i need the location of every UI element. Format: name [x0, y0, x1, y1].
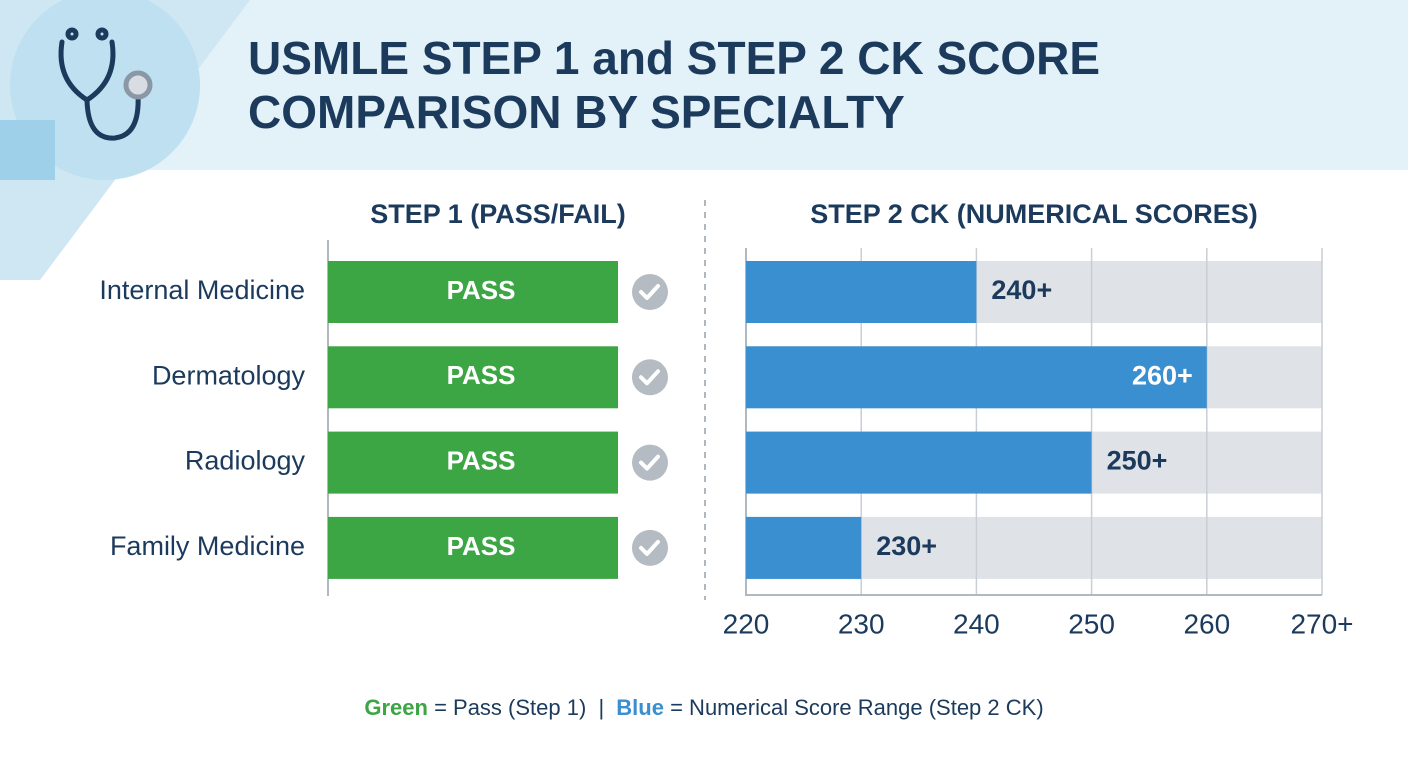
pass-bar — [328, 516, 618, 579]
legend-name: Green — [364, 695, 428, 720]
x-tick-label: 260 — [1183, 608, 1230, 639]
pass-label: PASS — [447, 275, 516, 305]
category-label: Dermatology — [152, 360, 306, 390]
bar — [746, 346, 1207, 409]
value-label: 230+ — [876, 531, 937, 561]
x-tick-label: 270+ — [1290, 608, 1353, 639]
legend-text: = Pass (Step 1) — [434, 695, 586, 720]
value-label: 260+ — [1132, 360, 1193, 390]
header-decor — [0, 120, 55, 180]
check-icon — [639, 539, 660, 556]
legend-separator: | — [598, 695, 604, 720]
panel-title: STEP 1 (PASS/FAIL) — [370, 199, 626, 229]
chart-title: USMLE STEP 1 and STEP 2 CK SCORE — [248, 32, 1100, 84]
bar — [746, 431, 1092, 494]
category-label: Family Medicine — [110, 531, 305, 561]
pass-bar — [328, 346, 618, 409]
category-label: Internal Medicine — [99, 275, 305, 305]
pass-label: PASS — [447, 445, 516, 475]
pass-bar — [328, 431, 618, 494]
icon-circle — [10, 0, 200, 180]
value-label: 240+ — [991, 275, 1052, 305]
bar — [746, 261, 977, 323]
legend-name: Blue — [616, 695, 664, 720]
legend-text: = Numerical Score Range (Step 2 CK) — [670, 695, 1044, 720]
panel-title: STEP 2 CK (NUMERICAL SCORES) — [810, 199, 1258, 229]
x-tick-label: 250 — [1068, 608, 1115, 639]
check-icon — [639, 284, 660, 300]
chart-title: COMPARISON BY SPECIALTY — [248, 86, 905, 138]
value-label: 250+ — [1107, 446, 1168, 476]
stethoscope-icon — [58, 27, 153, 141]
bar — [746, 516, 862, 579]
check-icon — [639, 369, 660, 386]
pass-bar — [328, 261, 618, 323]
legend: Green = Pass (Step 1) | Blue = Numerical… — [364, 695, 1043, 720]
x-tick-label: 230 — [838, 608, 885, 639]
header-band — [0, 0, 1408, 170]
pass-label: PASS — [447, 531, 516, 561]
pass-label: PASS — [447, 360, 516, 390]
x-tick-label: 240 — [953, 608, 1000, 639]
check-icon — [639, 454, 660, 471]
category-label: Radiology — [185, 446, 306, 476]
x-tick-label: 220 — [723, 608, 770, 639]
